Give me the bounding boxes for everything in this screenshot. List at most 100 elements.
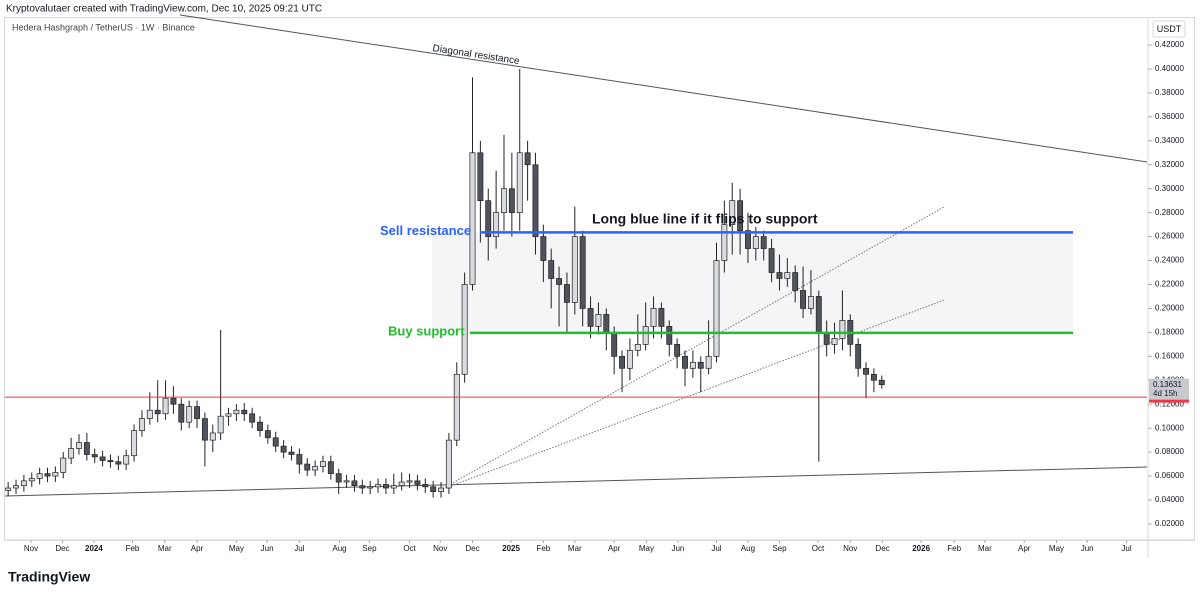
level-name: Buy support [388,323,465,338]
candle-body [83,442,90,455]
annotation: Long blue line if it flips to support [592,211,818,227]
candle-body [304,463,311,471]
y-tick-label: 0.34000 [1155,136,1184,145]
y-tick-label: 0.12000 [1155,399,1184,408]
candle-body [312,466,319,471]
candle-body [855,344,862,369]
candle-body [548,260,555,279]
x-tick-label: Jul [711,544,721,553]
x-tick-label: Apr [1018,544,1031,553]
candle-body [398,481,405,486]
x-tick-label: Mar [978,544,992,553]
candle-body [272,437,279,447]
candle-body [579,236,586,309]
candle-body [257,421,263,431]
x-tick-label: Oct [403,544,416,553]
candle-body [737,200,744,231]
candle-body [768,248,775,273]
candle-body [863,367,869,375]
candle-body [91,454,98,458]
y-tick-label: 0.10000 [1155,423,1184,432]
y-tick-label: 0.36000 [1155,112,1184,121]
candle-body [831,338,838,345]
y-tick-label: 0.22000 [1155,280,1184,289]
candle-body [186,406,193,423]
candle-body [705,355,712,369]
x-tick-label: Feb [536,544,550,553]
x-tick-label: Sep [362,544,377,553]
candle-body [201,418,208,441]
y-tick-label: 0.08000 [1155,447,1184,456]
candle-body [233,409,240,415]
y-tick-label: 0.18000 [1155,327,1184,336]
candle-body [194,406,200,419]
plot: Sell resistance Buy support [5,68,1147,498]
candle-body [792,272,799,291]
candle-body [241,409,248,415]
candle-body [453,373,460,441]
candle-body [430,486,437,492]
candle-body [571,236,578,303]
candle-body [697,361,704,369]
candle-body [115,461,122,465]
candle-body [642,326,649,345]
x-tick-label: Feb [126,544,140,553]
x-tick-label: Nov [24,544,38,553]
x-tick-label: May [229,544,244,553]
x-tick-label: Dec [55,544,69,553]
candle-body [422,484,429,488]
last-price-box [1149,378,1189,400]
candle-body [217,415,224,434]
candle-body [800,290,807,309]
x-tick-label: Oct [812,544,825,553]
x-tick-label: Aug [332,544,346,553]
candle-body [390,485,397,489]
candle-body [689,361,696,369]
candle-body [36,473,43,479]
y-tick-label: 0.28000 [1155,208,1184,217]
candle-body [469,152,476,285]
candle-body [327,461,334,475]
candle-body [563,284,570,303]
y-tick-label: 0.30000 [1155,184,1184,193]
candle-body [532,164,539,237]
x-tick-label: 2026 [912,544,930,553]
candle-body [508,188,515,213]
candle-body [382,484,389,489]
x-tick-label: Jul [1121,544,1131,553]
x-tick-label: Mar [158,544,172,553]
x-tick-label: Jun [1081,544,1094,553]
candle-body [107,460,114,463]
y-tick-label: 0.38000 [1155,88,1184,97]
candle-body [52,472,59,477]
candle-body [146,409,153,419]
x-tick-label: Jun [261,544,274,553]
candle-body [225,413,232,417]
credit: Kryptovalutaer created with TradingView.… [6,4,322,15]
x-tick-label: Apr [191,544,204,553]
candle-body [485,200,492,237]
y-tick-label: 0.20000 [1155,304,1184,313]
candle-body [209,432,216,441]
candle-body [99,456,106,461]
x-tick-label: Nov [843,544,857,553]
candle-body [823,332,830,345]
candle-body [461,284,468,375]
candle-body [729,200,736,225]
x-tick-label: 2025 [502,544,520,553]
candle-body [666,326,673,345]
y-tick-label: 0.02000 [1155,519,1184,528]
candle-body [249,413,256,423]
y-tick-label: 0.32000 [1155,160,1184,169]
candle-body [178,403,185,423]
candle-body [776,272,783,279]
candle-body [524,152,531,166]
symbol: Hedera Hashgraph / TetherUS · 1W · Binan… [12,22,195,32]
x-tick-label: Nov [433,544,447,553]
candle-body [477,152,484,202]
x-tick-label: Feb [947,544,961,553]
candle-body [556,278,563,285]
x-tick-label: Aug [741,544,755,553]
candle-body [296,454,303,465]
candle-body [44,473,51,477]
